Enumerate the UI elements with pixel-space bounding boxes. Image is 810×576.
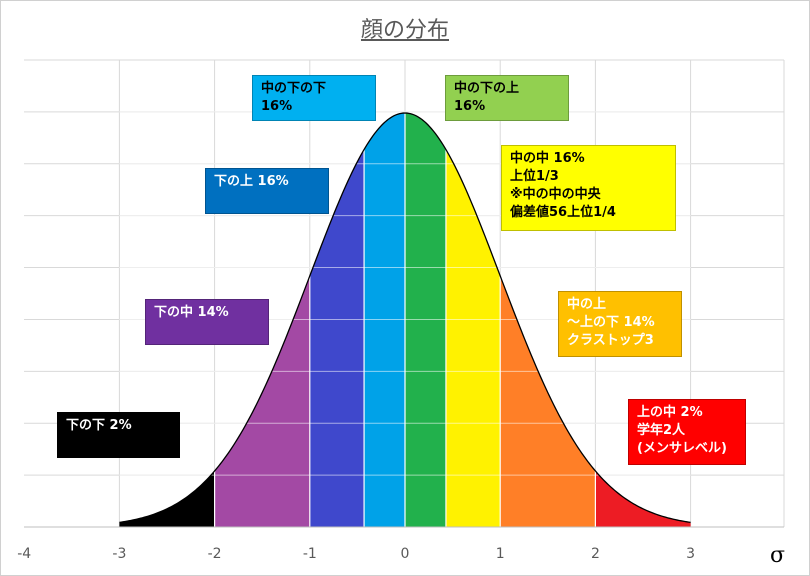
ann-lower-upper: 下の上 16% bbox=[205, 168, 329, 214]
band-5 bbox=[445, 149, 501, 527]
chart-title: 顔の分布 bbox=[360, 18, 449, 43]
annotation-line: (メンサレベル) bbox=[637, 441, 727, 456]
x-tick-labels: -4 -3 -2 -1 0 1 2 3 bbox=[17, 546, 695, 562]
annotation-line: 中の下の上 bbox=[454, 81, 520, 96]
annotation-line: ※中の中の中央 bbox=[510, 187, 601, 202]
x-tick-label: 3 bbox=[686, 546, 695, 562]
ann-upper-middle: 上の中 2% 学年2人 (メンサレベル) bbox=[628, 399, 746, 465]
x-axis-label: σ bbox=[770, 543, 785, 568]
annotation-line: クラストップ3 bbox=[567, 333, 654, 348]
x-tick-label: -3 bbox=[112, 546, 126, 562]
annotation-line: ～上の下 14% bbox=[567, 315, 655, 330]
annotation-line: 16% bbox=[454, 99, 486, 114]
x-tick-label: 2 bbox=[591, 546, 600, 562]
band-4 bbox=[405, 113, 446, 527]
x-tick-label: 0 bbox=[401, 546, 410, 562]
band-7 bbox=[595, 470, 691, 527]
x-tick-label: 1 bbox=[496, 546, 505, 562]
annotation-line: 上位1/3 bbox=[510, 169, 559, 184]
annotation-line: 中の中 16% bbox=[510, 151, 585, 166]
annotation-line: 下の上 16% bbox=[214, 174, 289, 189]
annotation-line: 下の中 14% bbox=[154, 305, 229, 320]
annotation-line: 偏差値56上位1/4 bbox=[510, 205, 616, 220]
x-tick-label: -2 bbox=[208, 546, 222, 562]
ann-middle-upper: 中の上 ～上の下 14% クラストップ3 bbox=[558, 291, 682, 357]
annotation-line: 中の下の下 bbox=[261, 81, 327, 96]
x-tick-label: -1 bbox=[303, 546, 317, 562]
ann-middle-middle: 中の中 16% 上位1/3 ※中の中の中央 偏差値56上位1/4 bbox=[501, 145, 676, 231]
ann-middle-lower-upper: 中の下の上 16% bbox=[445, 75, 569, 121]
band-3 bbox=[364, 113, 405, 527]
normal-curve bbox=[119, 112, 691, 524]
annotation-line: 学年2人 bbox=[637, 423, 686, 438]
ann-middle-lower-lower: 中の下の下 16% bbox=[252, 75, 376, 121]
ann-lower-middle: 下の中 14% bbox=[145, 299, 269, 345]
x-tick-label: -4 bbox=[17, 546, 31, 562]
ann-lower-lower: 下の下 2% bbox=[57, 412, 180, 458]
annotation-line: 下の下 2% bbox=[66, 418, 132, 433]
annotation-line: 16% bbox=[261, 99, 293, 114]
band-2 bbox=[309, 149, 365, 527]
annotation-line: 中の上 bbox=[567, 297, 607, 312]
annotation-line: 上の中 2% bbox=[637, 405, 703, 420]
band-0 bbox=[119, 470, 215, 527]
